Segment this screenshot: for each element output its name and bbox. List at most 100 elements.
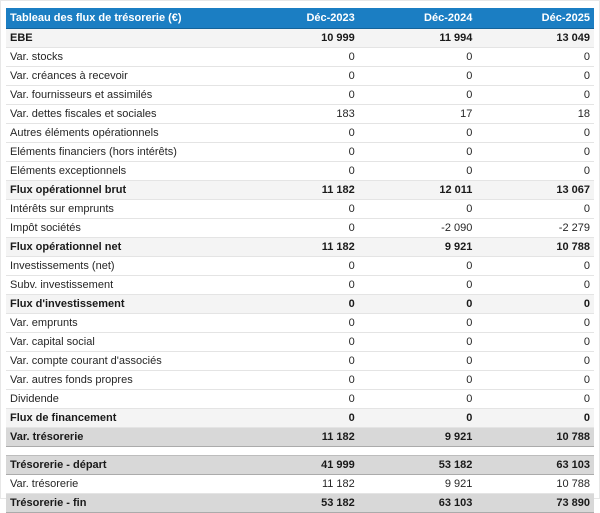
table-row: Flux opérationnel net 11 182 9 921 10 788 [6, 237, 594, 257]
value-déc-2025: 63 103 [476, 455, 594, 475]
row-label: Var. créances à recevoir [6, 66, 242, 86]
table-header: Tableau des flux de trésorerie (€) Déc-2… [6, 8, 594, 29]
value-déc-2024: 0 [358, 275, 477, 295]
value-déc-2023: 11 182 [241, 427, 359, 447]
table-row: Var. trésorerie 11 182 9 921 10 788 [6, 474, 594, 494]
value-déc-2023: 0 [241, 199, 359, 219]
table-row: Flux de financement 0 0 0 [6, 408, 594, 428]
value-déc-2025: 0 [476, 313, 594, 333]
value-déc-2025: 0 [476, 85, 594, 105]
value-déc-2023: 10 999 [241, 28, 359, 48]
value-déc-2025: 0 [476, 294, 594, 314]
row-label: Var. fournisseurs et assimilés [6, 85, 242, 105]
row-label: Impôt sociétés [6, 218, 242, 238]
value-déc-2024: 0 [358, 313, 477, 333]
table-row: Eléments financiers (hors intérêts) 0 0 0 [6, 142, 594, 162]
row-label: Var. capital social [6, 332, 242, 352]
value-déc-2024: 0 [358, 389, 477, 409]
value-déc-2024: 0 [358, 142, 477, 162]
table-row: Var. autres fonds propres 0 0 0 [6, 370, 594, 390]
value-déc-2025: 0 [476, 66, 594, 86]
table-row: Dividende 0 0 0 [6, 389, 594, 409]
value-déc-2025: 0 [476, 161, 594, 181]
value-déc-2025: 10 788 [476, 427, 594, 447]
row-label: Var. emprunts [6, 313, 242, 333]
value-déc-2024: 0 [358, 351, 477, 371]
table-row: Subv. investissement 0 0 0 [6, 275, 594, 295]
column-header-dec-2024: Déc-2024 [358, 8, 477, 29]
column-header-dec-2023: Déc-2023 [241, 8, 359, 29]
value-déc-2025: 10 788 [476, 237, 594, 257]
value-déc-2023: 0 [241, 313, 359, 333]
row-label: EBE [6, 28, 242, 48]
value-déc-2024: 0 [358, 47, 477, 67]
row-label: Autres éléments opérationnels [6, 123, 242, 143]
value-déc-2024: 53 182 [358, 455, 477, 475]
table-row: Flux d'investissement 0 0 0 [6, 294, 594, 314]
value-déc-2024: 12 011 [358, 180, 477, 200]
row-label: Var. trésorerie [6, 474, 242, 494]
value-déc-2024: 0 [358, 66, 477, 86]
table-row: Var. compte courant d'associés 0 0 0 [6, 351, 594, 371]
value-déc-2024: 0 [358, 370, 477, 390]
value-déc-2024: 0 [358, 85, 477, 105]
value-déc-2024: 0 [358, 256, 477, 276]
row-label: Eléments exceptionnels [6, 161, 242, 181]
table-row: Autres éléments opérationnels 0 0 0 [6, 123, 594, 143]
spacer-cell [6, 446, 594, 456]
value-déc-2023: 0 [241, 66, 359, 86]
row-label: Eléments financiers (hors intérêts) [6, 142, 242, 162]
value-déc-2023: 0 [241, 47, 359, 67]
table-row: Var. fournisseurs et assimilés 0 0 0 [6, 85, 594, 105]
table-row: Intérêts sur emprunts 0 0 0 [6, 199, 594, 219]
value-déc-2023: 0 [241, 389, 359, 409]
row-label: Investissements (net) [6, 256, 242, 276]
row-label: Var. autres fonds propres [6, 370, 242, 390]
value-déc-2025: 0 [476, 123, 594, 143]
value-déc-2025: -2 279 [476, 218, 594, 238]
table-row: Trésorerie - fin 53 182 63 103 73 890 [6, 493, 594, 513]
row-label: Flux d'investissement [6, 294, 242, 314]
table-row: Eléments exceptionnels 0 0 0 [6, 161, 594, 181]
value-déc-2024: 17 [358, 104, 477, 124]
row-label: Subv. investissement [6, 275, 242, 295]
value-déc-2025: 0 [476, 332, 594, 352]
table-row: Trésorerie - départ 41 999 53 182 63 103 [6, 455, 594, 475]
value-déc-2025: 0 [476, 408, 594, 428]
value-déc-2025: 0 [476, 275, 594, 295]
table-row: Var. trésorerie 11 182 9 921 10 788 [6, 427, 594, 447]
table-row: Var. emprunts 0 0 0 [6, 313, 594, 333]
table-row: Var. capital social 0 0 0 [6, 332, 594, 352]
value-déc-2025: 13 067 [476, 180, 594, 200]
value-déc-2025: 0 [476, 199, 594, 219]
value-déc-2024: 0 [358, 199, 477, 219]
header-row: Tableau des flux de trésorerie (€) Déc-2… [6, 8, 594, 29]
value-déc-2023: 53 182 [241, 493, 359, 513]
row-label: Var. trésorerie [6, 427, 242, 447]
table-title: Tableau des flux de trésorerie (€) [6, 8, 242, 29]
row-label: Dividende [6, 389, 242, 409]
row-label: Trésorerie - fin [6, 493, 242, 513]
cashflow-table: Tableau des flux de trésorerie (€) Déc-2… [6, 8, 594, 513]
value-déc-2024: -2 090 [358, 218, 477, 238]
value-déc-2023: 183 [241, 104, 359, 124]
value-déc-2023: 11 182 [241, 474, 359, 494]
row-label: Var. dettes fiscales et sociales [6, 104, 242, 124]
table-row: Var. stocks 0 0 0 [6, 47, 594, 67]
table-row: Var. dettes fiscales et sociales 183 17 18 [6, 104, 594, 124]
value-déc-2023: 0 [241, 142, 359, 162]
value-déc-2023: 0 [241, 85, 359, 105]
value-déc-2023: 0 [241, 408, 359, 428]
value-déc-2024: 11 994 [358, 28, 477, 48]
row-label: Trésorerie - départ [6, 455, 242, 475]
value-déc-2025: 13 049 [476, 28, 594, 48]
value-déc-2023: 0 [241, 370, 359, 390]
value-déc-2024: 0 [358, 332, 477, 352]
value-déc-2025: 0 [476, 256, 594, 276]
value-déc-2024: 9 921 [358, 427, 477, 447]
value-déc-2025: 0 [476, 142, 594, 162]
row-label: Var. stocks [6, 47, 242, 67]
value-déc-2023: 0 [241, 332, 359, 352]
table-body: EBE 10 999 11 994 13 049 Var. stocks 0 0 0 Var. … [6, 28, 594, 513]
